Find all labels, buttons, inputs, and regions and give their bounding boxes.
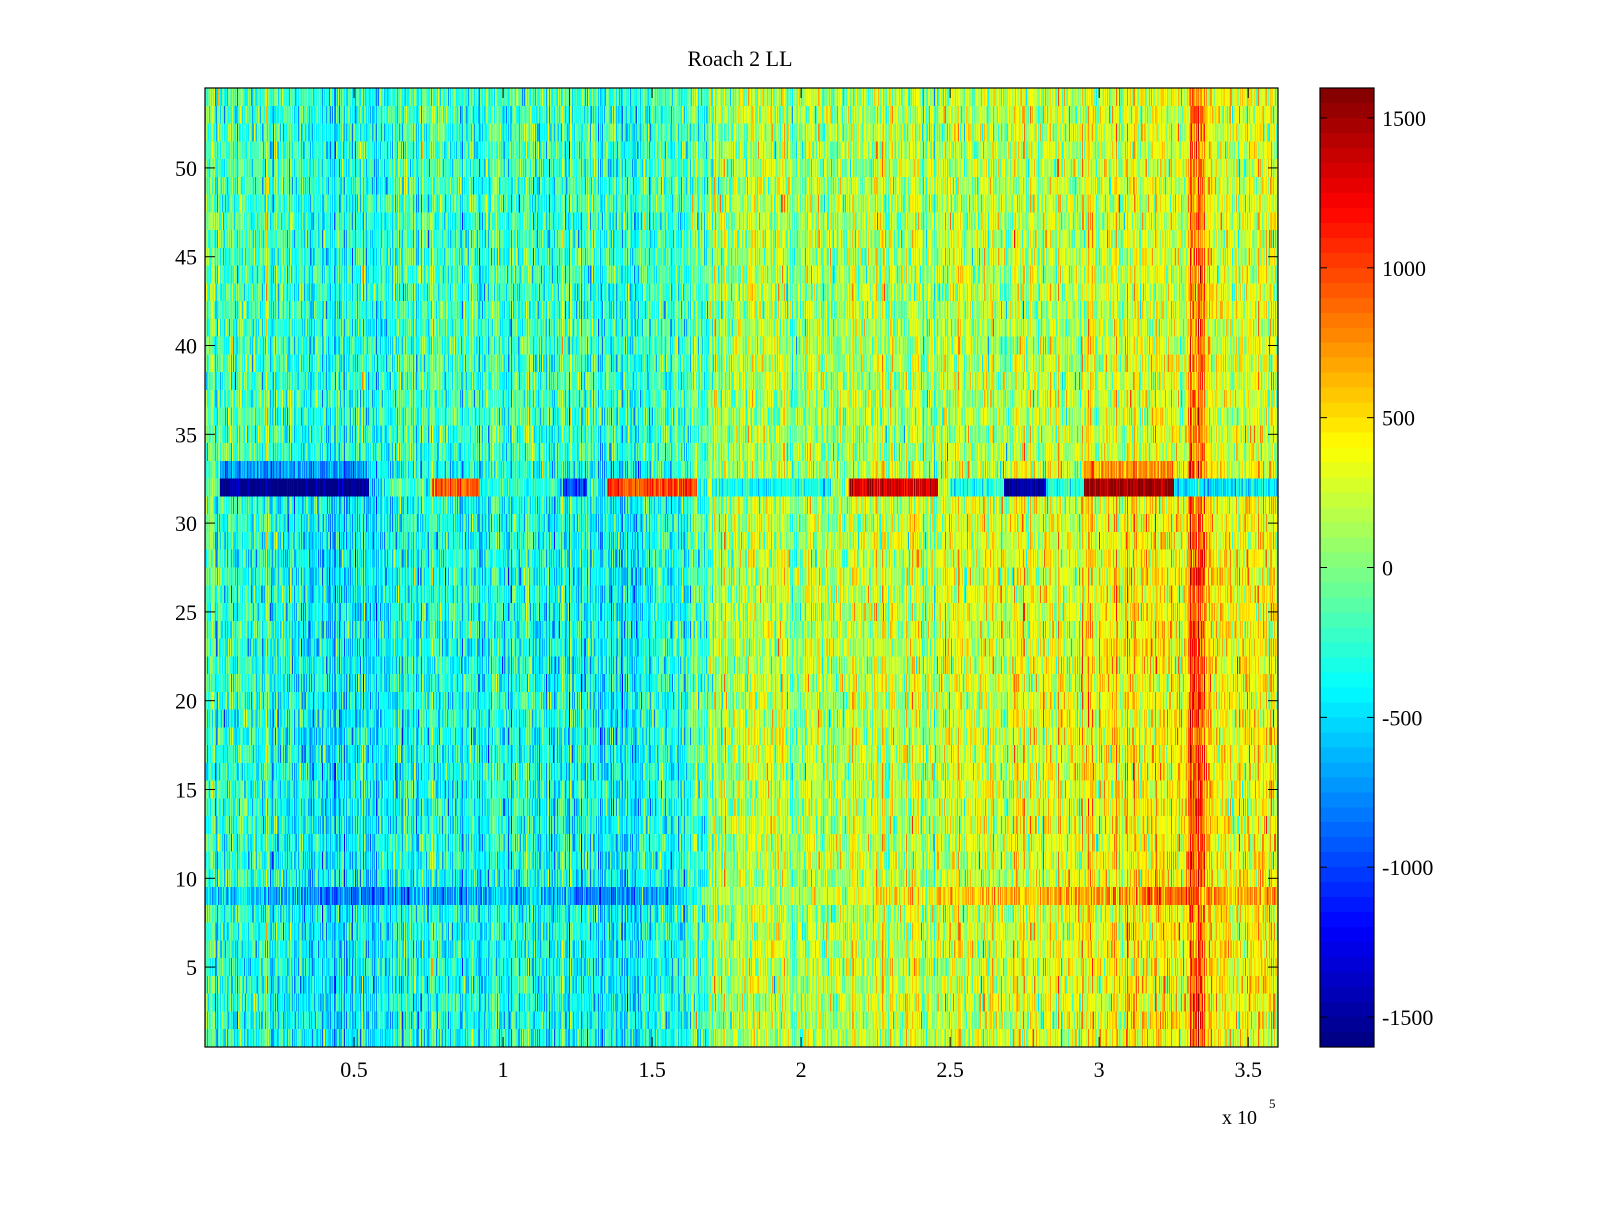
y-tick-label: 15 bbox=[175, 777, 197, 802]
colorbar: -1500 -1000 -500 0 500 1000 1500 bbox=[1319, 87, 1433, 1048]
y-tick-label: 40 bbox=[175, 334, 197, 359]
y-tick-label: 45 bbox=[175, 245, 197, 270]
colorbar-tick-label: -1500 bbox=[1382, 1005, 1433, 1030]
colorbar-tick-label: 0 bbox=[1382, 556, 1393, 581]
chart-title: Roach 2 LL bbox=[687, 46, 792, 71]
plot-frame bbox=[204, 87, 1279, 1048]
y-tick-label: 30 bbox=[175, 511, 197, 536]
plot-area bbox=[204, 87, 1279, 1048]
x-tick-label: 1 bbox=[498, 1057, 509, 1082]
colorbar-tick-label: -500 bbox=[1382, 705, 1422, 730]
x-axis: 0.5 1 1.5 2 2.5 3 3.5 bbox=[340, 88, 1262, 1082]
colorbar-tick-label: 1000 bbox=[1382, 256, 1426, 281]
x-tick-label: 2.5 bbox=[936, 1057, 964, 1082]
x-tick-label: 1.5 bbox=[638, 1057, 666, 1082]
x-tick-label: 2 bbox=[796, 1057, 807, 1082]
y-axis: 5 10 15 20 25 30 35 40 45 50 bbox=[175, 156, 1278, 980]
x-tick-label: 0.5 bbox=[340, 1057, 368, 1082]
y-tick-label: 25 bbox=[175, 600, 197, 625]
y-tick-label: 50 bbox=[175, 156, 197, 181]
y-tick-label: 5 bbox=[186, 955, 197, 980]
heatmap-cells bbox=[205, 88, 1278, 1047]
y-tick-label: 10 bbox=[175, 866, 197, 891]
x-tick-label: 3 bbox=[1094, 1057, 1105, 1082]
x-tick-label: 3.5 bbox=[1234, 1057, 1262, 1082]
x-multiplier-label: x 10 bbox=[1222, 1107, 1257, 1129]
colorbar-tick-label: -1000 bbox=[1382, 855, 1433, 880]
colorbar-ticks: -1500 -1000 -500 0 500 1000 1500 bbox=[1320, 106, 1433, 1030]
colorbar-tick-label: 1500 bbox=[1382, 106, 1426, 131]
colorbar-gradient bbox=[1320, 88, 1374, 1047]
x-multiplier-exponent: 5 bbox=[1269, 1096, 1276, 1111]
y-tick-label: 35 bbox=[175, 422, 197, 447]
x-axis-multiplier: x 10 5 bbox=[1222, 1096, 1276, 1129]
colorbar-tick-label: 500 bbox=[1382, 406, 1415, 431]
y-tick-label: 20 bbox=[175, 689, 197, 714]
